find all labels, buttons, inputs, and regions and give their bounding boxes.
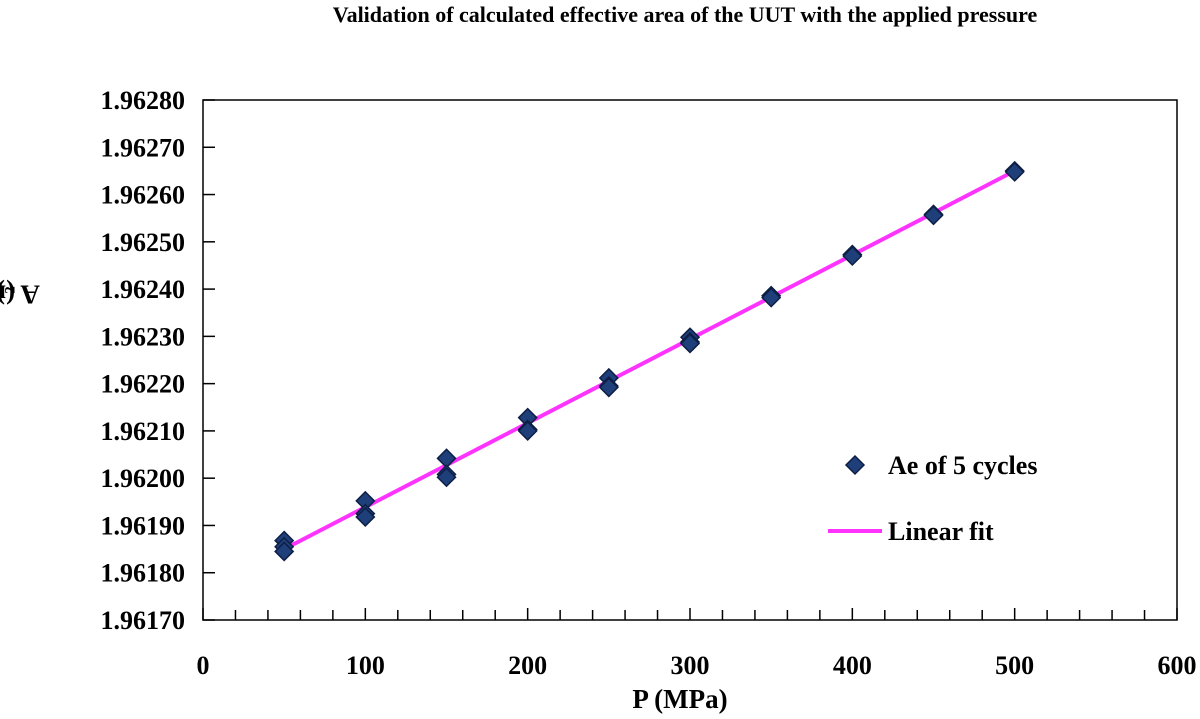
x-axis-label: P (MPa)	[632, 684, 728, 714]
linear-fit-line	[282, 168, 1017, 552]
legend-marker-scatter	[844, 454, 866, 476]
x-tick-label: 600	[1158, 651, 1197, 680]
data-point	[436, 467, 457, 488]
data-point	[1004, 161, 1025, 182]
linear-fit-series	[282, 168, 1017, 552]
data-point	[842, 245, 863, 267]
y-tick-label: 1.96210	[101, 417, 186, 446]
y-tick-label: 1.96220	[101, 370, 186, 399]
x-tick-label: 100	[346, 651, 385, 680]
legend: Ae of 5 cycles Linear fit	[828, 451, 1037, 546]
x-tick-label: 500	[995, 651, 1034, 680]
y-tick-label: 1.96260	[101, 181, 186, 210]
data-point	[274, 541, 295, 562]
data-point	[517, 420, 538, 441]
y-tick-label: 1.96200	[101, 464, 186, 493]
data-point	[761, 287, 782, 308]
x-tick-label: 300	[671, 651, 710, 680]
legend-label-fit: Linear fit	[888, 517, 994, 546]
y-tick-label: 1.96250	[101, 228, 186, 257]
y-tick-label: 1.96230	[101, 322, 186, 351]
data-point	[679, 333, 701, 354]
scatter-series	[274, 160, 1025, 562]
y-axis-ticks: 1.96170 1.96180 1.96190 1.96200 1.96210 1.962…	[101, 86, 215, 635]
x-tick-label: 400	[833, 651, 872, 680]
plot-area-frame	[202, 99, 1178, 621]
y-tick-label: 1.96180	[101, 559, 186, 588]
data-point	[355, 506, 376, 528]
y-tick-label: 1.96170	[101, 606, 186, 635]
y-tick-label: 1.96270	[101, 133, 186, 162]
y-tick-label: 1.96190	[101, 511, 186, 540]
y-tick-label: 1.96280	[101, 86, 186, 115]
x-tick-label: 200	[508, 651, 547, 680]
x-tick-label: 0	[197, 651, 210, 680]
chart-title: Validation of calculated effective area …	[332, 2, 1038, 27]
y-tick-label: 1.96240	[101, 275, 186, 304]
legend-label-scatter: Ae of 5 cycles	[888, 451, 1037, 480]
data-point	[923, 205, 944, 226]
chart-axes	[202, 99, 1178, 621]
x-axis-ticks: 0 100 200 300 400 500 600	[197, 608, 1197, 680]
data-point	[598, 377, 619, 398]
